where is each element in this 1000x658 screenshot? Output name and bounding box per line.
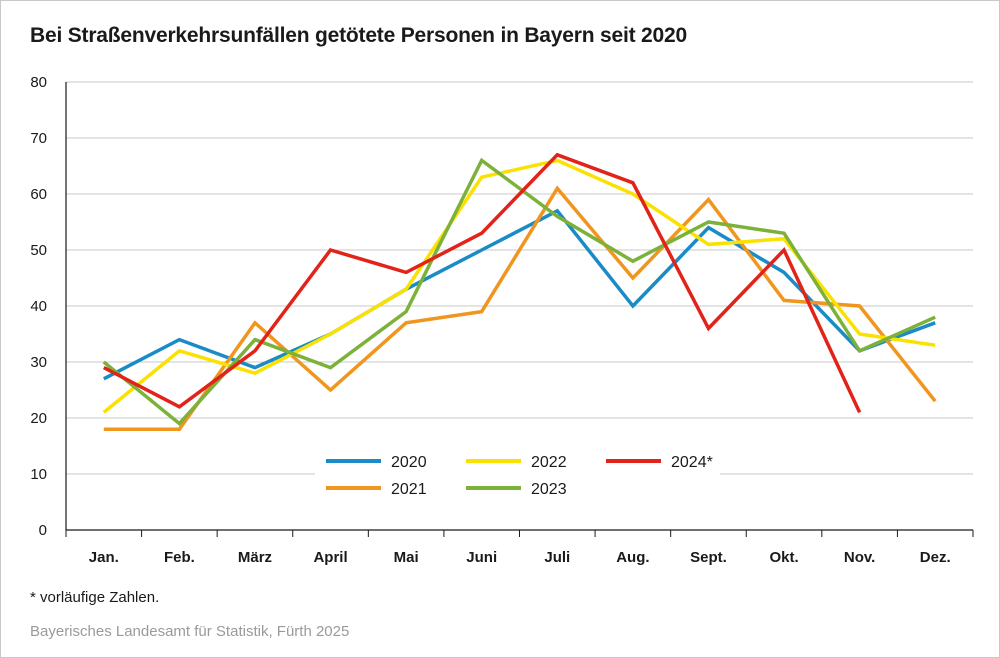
y-tick-label: 70	[30, 130, 47, 147]
x-tick-label: Juli	[544, 549, 570, 566]
legend-label: 2020	[391, 454, 427, 471]
x-tick-label: Okt.	[769, 549, 798, 566]
y-tick-label: 0	[39, 522, 47, 539]
x-tick-label: Jan.	[89, 549, 119, 566]
x-tick-label: Nov.	[844, 549, 875, 566]
legend-label: 2021	[391, 481, 427, 498]
y-tick-label: 30	[30, 354, 47, 371]
legend-label: 2023	[531, 481, 567, 498]
series-line-2024	[102, 152, 862, 414]
series-line-2021	[103, 185, 937, 431]
legend-background	[315, 441, 720, 507]
y-tick-label: 20	[30, 410, 47, 427]
x-tick-label: Juni	[466, 549, 497, 566]
series-line-2020	[102, 208, 936, 381]
x-tick-label: Sept.	[690, 549, 727, 566]
legend-label: 2024*	[671, 454, 713, 471]
legend-label: 2022	[531, 454, 567, 471]
chart-title: Bei Straßenverkehrsunfällen getötete Per…	[30, 24, 687, 47]
source-note: Bayerisches Landesamt für Statistik, Für…	[30, 623, 350, 640]
y-tick-label: 50	[30, 242, 47, 259]
x-tick-label: Dez.	[920, 549, 951, 566]
series-line-2023	[102, 157, 936, 427]
series-line-2022	[102, 158, 936, 414]
x-tick-label: April	[313, 549, 347, 566]
y-tick-label: 40	[30, 298, 47, 315]
y-tick-label: 80	[30, 74, 47, 91]
x-tick-label: Feb.	[164, 549, 195, 566]
y-tick-label: 60	[30, 186, 47, 203]
x-tick-label: März	[238, 549, 272, 566]
x-tick-label: Aug.	[616, 549, 649, 566]
footnote: * vorläufige Zahlen.	[30, 589, 160, 606]
y-tick-label: 10	[30, 466, 47, 483]
x-tick-label: Mai	[394, 549, 419, 566]
